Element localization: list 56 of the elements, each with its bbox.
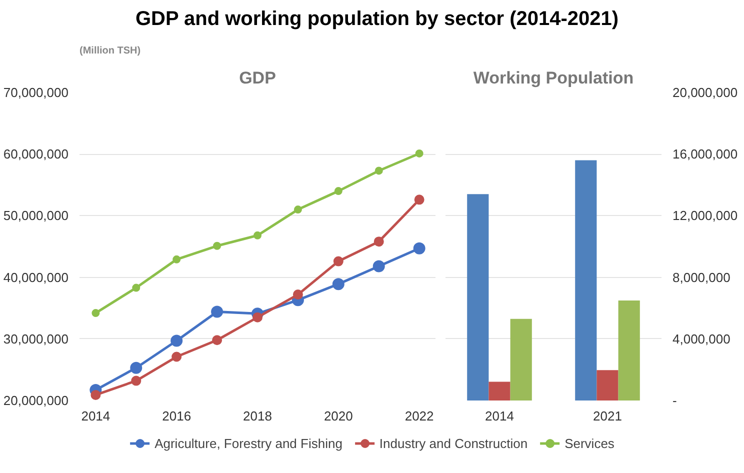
point <box>374 236 384 247</box>
y-tick-label: 50,000,000 <box>3 208 69 224</box>
y-tick-label: 60,000,000 <box>3 146 69 162</box>
point <box>172 352 182 362</box>
y-tick-label: - <box>672 393 677 408</box>
chart-title: GDP and working population by sector (2014-2021) <box>135 7 619 32</box>
x-tick-label: 2014 <box>485 408 514 424</box>
point <box>213 242 222 250</box>
point <box>254 231 262 240</box>
chart-subtitle: GDP <box>239 68 276 88</box>
point <box>132 284 140 292</box>
bar <box>575 160 597 400</box>
y-tick-label: 20,000,000 <box>3 393 69 408</box>
point <box>333 256 344 266</box>
legend-label: Industry and Construction <box>379 436 528 450</box>
y-axis-title: (Million TSH) <box>80 46 141 56</box>
y-tick-label: 30,000,000 <box>3 331 69 346</box>
point <box>413 242 426 254</box>
point <box>292 290 303 300</box>
y-tick-label: 16,000,000 <box>672 146 738 162</box>
y-tick-label: 40,000,000 <box>3 270 69 285</box>
bar <box>618 300 640 400</box>
y-tick-label: 12,000,000 <box>672 208 738 224</box>
point <box>294 206 302 214</box>
bar <box>488 382 510 400</box>
y-tick-label: 70,000,000 <box>3 85 69 100</box>
legend-label: Agriculture, Forestry and Fishing <box>154 436 342 450</box>
y-tick-label: 4,000,000 <box>672 331 730 346</box>
bar <box>596 370 618 400</box>
point <box>90 390 101 400</box>
point <box>414 194 424 205</box>
point <box>131 376 142 386</box>
y-tick-label: 8,000,000 <box>672 270 730 285</box>
point <box>211 306 224 318</box>
point <box>372 260 385 272</box>
x-tick-label: 2014 <box>81 408 110 424</box>
bar <box>467 194 489 400</box>
point <box>415 149 424 158</box>
x-tick-label: 2018 <box>243 408 272 424</box>
point <box>332 278 344 290</box>
y-tick-label: 20,000,000 <box>672 85 738 100</box>
chart-title: Working Population <box>473 68 634 88</box>
point <box>334 187 342 196</box>
point <box>252 312 262 322</box>
x-tick-label: 2016 <box>162 408 192 424</box>
point <box>92 309 100 318</box>
point <box>170 334 183 347</box>
x-tick-label: 2020 <box>324 408 353 424</box>
point <box>130 362 142 374</box>
point <box>212 335 222 346</box>
legend-label: Services <box>564 436 614 450</box>
bar <box>510 318 532 400</box>
x-tick-label: 2022 <box>404 408 434 424</box>
point <box>172 255 181 264</box>
x-tick-label: 2021 <box>593 408 622 424</box>
point <box>374 166 383 175</box>
